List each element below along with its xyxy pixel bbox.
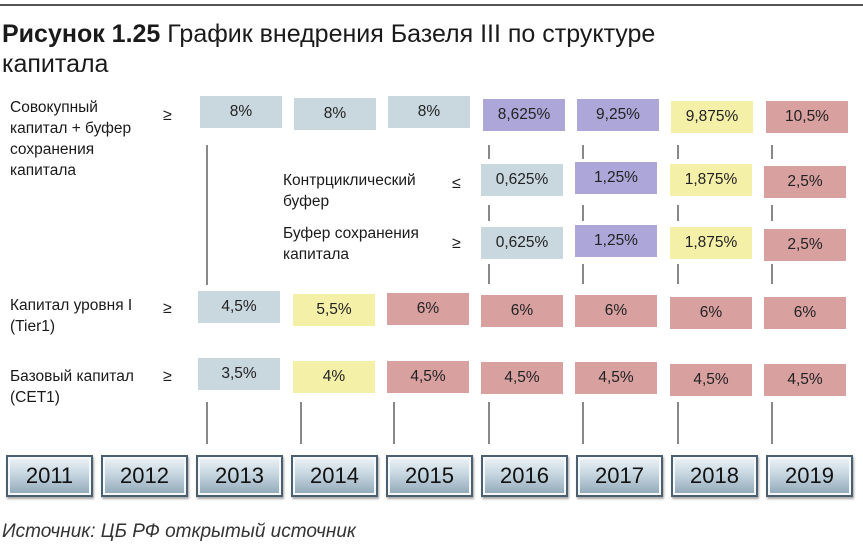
cell-countercyclical-2017: 1,25% — [575, 162, 657, 194]
connector-line — [677, 264, 679, 284]
connector-line — [488, 402, 490, 444]
cell-countercyclical-2018: 1,875% — [670, 164, 752, 196]
sign-conservation: ≥ — [452, 235, 461, 252]
connector-line — [488, 145, 490, 159]
sign-total: ≥ — [163, 107, 172, 124]
source-note: Источник: ЦБ РФ открытый источник — [2, 521, 356, 542]
connector-line — [582, 264, 584, 284]
cell-cet1-2019: 4,5% — [764, 364, 846, 396]
cell-total-2017: 9,25% — [577, 99, 659, 131]
cell-total-2018: 9,875% — [671, 101, 753, 133]
cell-cet1-2017: 4,5% — [575, 362, 657, 394]
connector-line — [677, 205, 679, 221]
cell-total-2019: 10,5% — [766, 101, 848, 133]
cell-conservation-2017: 1,25% — [575, 225, 657, 257]
cell-cet1-2014: 4% — [293, 361, 375, 393]
sign-tier1: ≥ — [163, 300, 172, 317]
connector-line — [582, 145, 584, 159]
connector-line — [582, 402, 584, 444]
label-total-capital: Совокупный капитал + буфер сохранения ка… — [10, 99, 132, 179]
cell-cet1-2018: 4,5% — [670, 364, 752, 396]
figure-title: Рисунок 1.25 График внедрения Базеля III… — [2, 20, 655, 48]
connector-line — [771, 145, 773, 159]
sign-countercyclical: ≤ — [452, 175, 461, 192]
connector-line — [488, 205, 490, 221]
year-2011: 2011 — [6, 455, 93, 497]
cell-tier1-2016: 6% — [481, 295, 563, 327]
cell-tier1-2015: 6% — [387, 293, 469, 325]
connector-line — [771, 402, 773, 444]
cell-tier1-2014: 5,5% — [293, 294, 375, 326]
cell-cet1-2015: 4,5% — [387, 361, 469, 393]
cell-total-2014: 8% — [294, 98, 376, 130]
cell-conservation-2016: 0,625% — [481, 227, 563, 259]
cell-tier1-2017: 6% — [575, 295, 657, 327]
cell-countercyclical-2016: 0,625% — [481, 164, 563, 196]
cell-countercyclical-2019: 2,5% — [764, 166, 846, 198]
connector-line — [677, 145, 679, 159]
label-countercyclical: Контрциклический буфер — [283, 172, 416, 210]
label-conservation: Буфер сохранения капитала — [283, 225, 419, 263]
figure-title-line2: капитала — [2, 50, 109, 78]
label-cet1: Базовый капитал (CET1) — [10, 368, 134, 406]
connector-line — [300, 402, 302, 444]
connector-line — [582, 205, 584, 221]
connector-line — [488, 264, 490, 284]
connector-line — [677, 402, 679, 444]
top-rule — [0, 4, 863, 6]
cell-cet1-2016: 4,5% — [481, 362, 563, 394]
connector-line — [206, 402, 208, 444]
connector-line — [771, 205, 773, 221]
cell-total-2013: 8% — [200, 96, 282, 128]
connector-line — [771, 264, 773, 284]
year-2018: 2018 — [671, 455, 758, 497]
year-2014: 2014 — [291, 455, 378, 497]
cell-tier1-2018: 6% — [670, 297, 752, 329]
cell-total-2015: 8% — [388, 96, 470, 128]
connector-line — [206, 145, 208, 285]
sign-cet1: ≥ — [163, 368, 172, 385]
cell-conservation-2019: 2,5% — [764, 229, 846, 261]
connector-line — [393, 402, 395, 444]
year-2019: 2019 — [766, 455, 853, 497]
year-2015: 2015 — [386, 455, 473, 497]
cell-tier1-2013: 4,5% — [198, 291, 280, 323]
year-2016: 2016 — [481, 455, 568, 497]
year-2017: 2017 — [576, 455, 663, 497]
year-2012: 2012 — [101, 455, 188, 497]
year-2013: 2013 — [196, 455, 283, 497]
cell-total-2016: 8,625% — [483, 99, 565, 131]
figure-title-line1: График внедрения Базеля III по структуре — [167, 20, 656, 48]
label-tier1: Капитал уровня I (Tier1) — [10, 297, 133, 335]
cell-conservation-2018: 1,875% — [670, 227, 752, 259]
cell-cet1-2013: 3,5% — [198, 358, 280, 390]
figure-number: Рисунок 1.25 — [2, 20, 161, 48]
cell-tier1-2019: 6% — [764, 297, 846, 329]
